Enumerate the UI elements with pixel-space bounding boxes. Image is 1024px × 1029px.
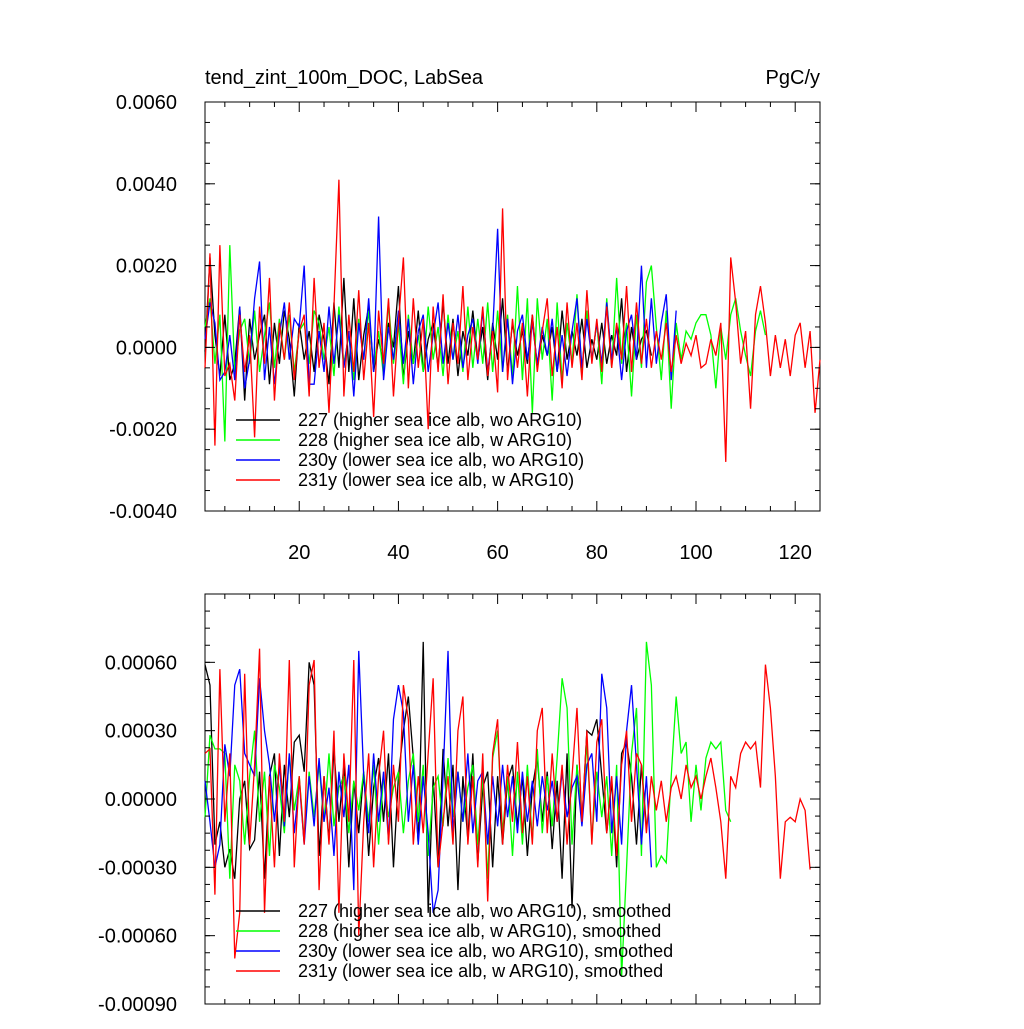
top-panel-series-group xyxy=(204,179,821,462)
legend-label-3: 231y (lower sea ice alb, w ARG10), smoot… xyxy=(298,961,663,981)
top-panel-units: PgC/y xyxy=(766,67,820,89)
legend-label-0: 227 (higher sea ice alb, wo ARG10) xyxy=(298,410,582,430)
y-tick-label: -0.0040 xyxy=(109,501,177,523)
legend-label-2: 230y (lower sea ice alb, wo ARG10) xyxy=(298,450,584,470)
y-tick-label: -0.00060 xyxy=(98,926,177,948)
x-tick-label: 40 xyxy=(387,542,409,564)
series-line-0 xyxy=(204,641,648,913)
bottom-panel-series-group xyxy=(204,641,811,977)
y-tick-label: 0.0040 xyxy=(116,174,177,196)
x-tick-label: 20 xyxy=(288,542,310,564)
y-tick-label: -0.00030 xyxy=(98,857,177,879)
top-panel-x-axis: 20 40 60 80 100 120 xyxy=(224,102,812,564)
legend-label-2: 230y (lower sea ice alb, wo ARG10), smoo… xyxy=(298,941,673,961)
top-panel-legend: 227 (higher sea ice alb, wo ARG10)228 (h… xyxy=(236,410,584,490)
x-tick-label: 100 xyxy=(679,542,712,564)
series-line-2 xyxy=(204,216,677,397)
x-tick-label: 80 xyxy=(586,542,608,564)
bottom-panel-legend: 227 (higher sea ice alb, wo ARG10), smoo… xyxy=(236,901,673,981)
legend-label-3: 231y (lower sea ice alb, w ARG10) xyxy=(298,470,574,490)
y-tick-label: 0.0000 xyxy=(116,337,177,359)
legend-label-0: 227 (higher sea ice alb, wo ARG10), smoo… xyxy=(298,901,671,921)
y-tick-label: 0.00030 xyxy=(105,721,177,743)
top-panel-title: tend_zint_100m_DOC, LabSea xyxy=(205,67,484,89)
y-tick-label: -0.00090 xyxy=(98,994,177,1016)
x-tick-label: 60 xyxy=(486,542,508,564)
bottom-panel-y-axis: -0.00090 -0.00060 -0.00030 0.00000 0.00030 0.… xyxy=(98,593,820,1016)
legend-label-1: 228 (higher sea ice alb, w ARG10), smoot… xyxy=(298,921,661,941)
series-line-3 xyxy=(204,179,821,462)
series-line-0 xyxy=(204,257,653,401)
bottom-panel: -0.00090 -0.00060 -0.00030 0.00000 0.00030 0.… xyxy=(98,593,821,1016)
bottom-panel-x-axis xyxy=(224,594,796,1004)
y-tick-label: -0.0020 xyxy=(109,419,177,441)
y-tick-label: 0.0020 xyxy=(116,256,177,278)
top-panel-y-axis: -0.0040 -0.0020 0.0000 0.0020 0.0040 0.0060 xyxy=(109,92,820,523)
top-panel: tend_zint_100m_DOC, LabSea PgC/y -0.0040… xyxy=(109,67,821,564)
x-tick-label: 120 xyxy=(779,542,812,564)
y-tick-label: 0.00000 xyxy=(105,789,177,811)
legend-label-1: 228 (higher sea ice alb, w ARG10) xyxy=(298,430,572,450)
series-line-3 xyxy=(204,648,811,959)
y-tick-label: 0.00060 xyxy=(105,652,177,674)
y-tick-label: 0.0060 xyxy=(116,92,177,114)
